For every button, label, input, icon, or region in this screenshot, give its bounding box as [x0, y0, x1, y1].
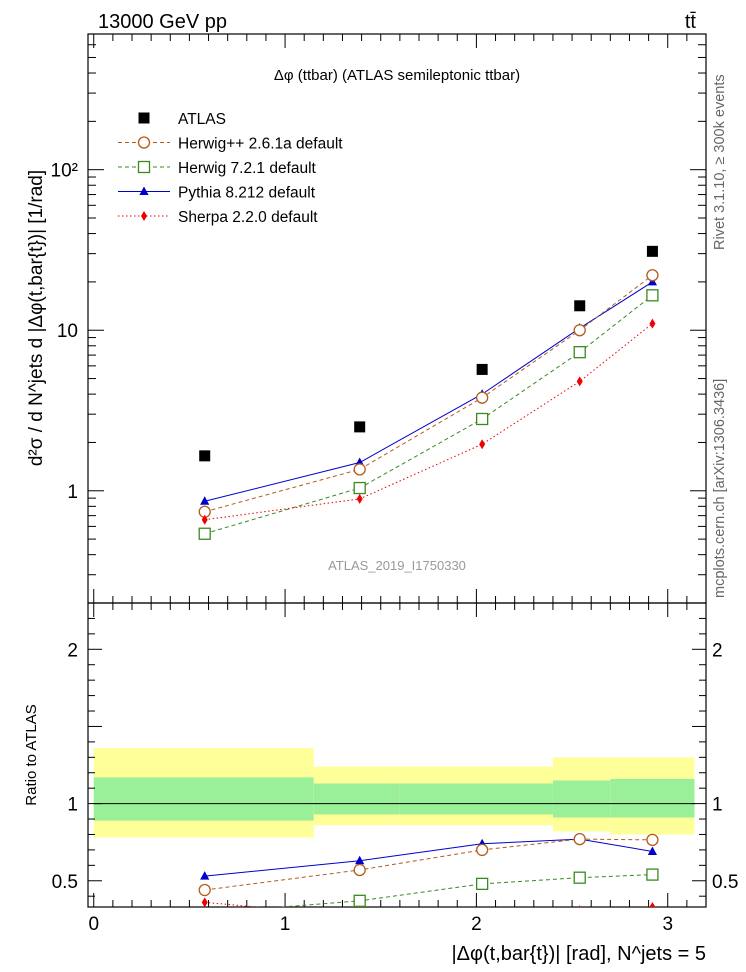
pythia-ratio-line	[204, 838, 653, 877]
ratio-band-green	[93, 777, 314, 821]
sherpa-ratio-line	[204, 901, 653, 907]
sherpa-main-point	[479, 439, 486, 450]
analysis-id-label: ATLAS_2019_I1750330	[328, 558, 466, 573]
y-tick-label-ratio-right: 0.5	[712, 872, 738, 893]
legend-pythia-label: Pythia 8.212 default	[178, 185, 316, 202]
herwig-ratio-point	[198, 883, 211, 897]
legend: ATLAS Herwig++ 2.6.1a default Herwig 7.2.1…	[118, 111, 343, 226]
mcplots-label: mcplots.cern.ch [arXiv:1306.3436]	[712, 379, 728, 598]
main-panel: 1 10 10² Δφ (ttbar) (ATLAS semileptonic tt…	[26, 33, 707, 604]
x-tick-label: 2	[471, 914, 482, 935]
herwig-main-point	[475, 412, 489, 426]
atlas-main-point	[354, 421, 366, 433]
sherpa-main-point	[356, 493, 363, 504]
ratio-band-green	[552, 780, 611, 818]
ratio-y-axis-label: Ratio to ATLAS	[23, 704, 40, 805]
legend-herwig-marker	[137, 136, 151, 149]
legend-sherpa-marker	[141, 211, 147, 221]
legend-herwig-marker	[137, 160, 151, 174]
y-tick-label-ratio: 1	[67, 795, 78, 816]
y-tick-label-main: 1	[67, 482, 78, 503]
herwig-ratio-point	[573, 832, 586, 846]
sherpa-ratio-point	[481, 906, 483, 907]
y-tick-label-ratio: 0.5	[52, 872, 78, 893]
y-tick-label-main: 10²	[51, 161, 78, 182]
atlas-main-point	[646, 245, 658, 257]
legend-atlas-label: ATLAS	[178, 111, 226, 128]
pythia-ratio-point	[355, 855, 365, 865]
herwig-main-point	[646, 289, 659, 302]
pythia-main-line	[204, 281, 653, 502]
legend-atlas-marker	[138, 112, 150, 124]
y-tick-label-main: 10	[57, 321, 78, 342]
herwig-ratio-point	[475, 877, 489, 891]
x-tick-label: 0	[88, 914, 99, 935]
x-tick-label: 3	[662, 914, 673, 935]
herwig-main-point	[198, 527, 211, 540]
ratio-band-green	[313, 783, 400, 815]
herwig-ratio-line	[275, 874, 653, 907]
ratio-panel: 0 1 2 3 0.5 0.5 1 1 2 2 Ratio to ATLAS	[23, 602, 738, 935]
herwig-main-point	[353, 463, 366, 476]
herwig-ratio-point	[353, 894, 366, 907]
x-axis-label: |Δφ(t,bar{t})| [rad], N^jets = 5	[451, 943, 706, 965]
sherpa-ratio-point	[578, 905, 581, 907]
sherpa-main-point	[201, 514, 208, 525]
sherpa-ratio-point	[649, 902, 656, 907]
herwig-ratio-point	[646, 868, 659, 881]
process-label: tt̄	[685, 11, 697, 33]
herwig-main-point	[353, 481, 366, 495]
energy-label: 13000 GeV pp	[98, 11, 227, 33]
herwig-main-point	[573, 346, 586, 359]
ratio-frame	[87, 602, 707, 908]
herwig-main-point	[475, 391, 489, 404]
ratio-band-green	[610, 778, 695, 818]
herwig-ratio-point	[573, 871, 586, 884]
herwig-main-point	[646, 269, 659, 282]
pythia-ratio-point	[200, 871, 210, 880]
legend-herwig-label: Herwig++ 2.6.1a default	[178, 136, 343, 153]
sherpa-ratio-point	[201, 897, 208, 907]
main-y-axis-label: d²σ / d N^jets d |Δφ(t,bar{t})| [1/rad]	[26, 170, 47, 466]
pythia-main-point	[200, 496, 210, 505]
x-tick-label: 1	[280, 914, 291, 935]
rivet-version-label: Rivet 3.1.10, ≥ 300k events	[712, 74, 728, 250]
atlas-main-point	[199, 450, 211, 462]
y-tick-label-ratio: 2	[67, 640, 78, 661]
atlas-main-point	[574, 300, 586, 312]
legend-sherpa-label: Sherpa 2.2.0 default	[178, 209, 318, 226]
herwig-ratio-point	[646, 833, 659, 847]
chart-title: Δφ (ttbar) (ATLAS semileptonic ttbar)	[274, 67, 520, 84]
y-tick-label-ratio-right: 2	[712, 640, 723, 661]
herwig-ratio-point	[475, 843, 489, 857]
ratio-band-green	[399, 783, 553, 815]
sherpa-main-point	[576, 376, 583, 387]
pythia-ratio-point	[647, 846, 658, 855]
legend-pythia-marker	[139, 186, 149, 195]
y-tick-label-ratio-right: 1	[712, 795, 723, 816]
herwig-main-point	[573, 324, 586, 337]
legend-herwig-label: Herwig 7.2.1 default	[178, 160, 317, 177]
herwig-ratio-point	[353, 863, 366, 877]
herwig-main-line	[204, 274, 653, 513]
sherpa-main-point	[649, 318, 656, 329]
sherpa-main-line	[204, 323, 653, 521]
atlas-main-point	[476, 363, 488, 375]
